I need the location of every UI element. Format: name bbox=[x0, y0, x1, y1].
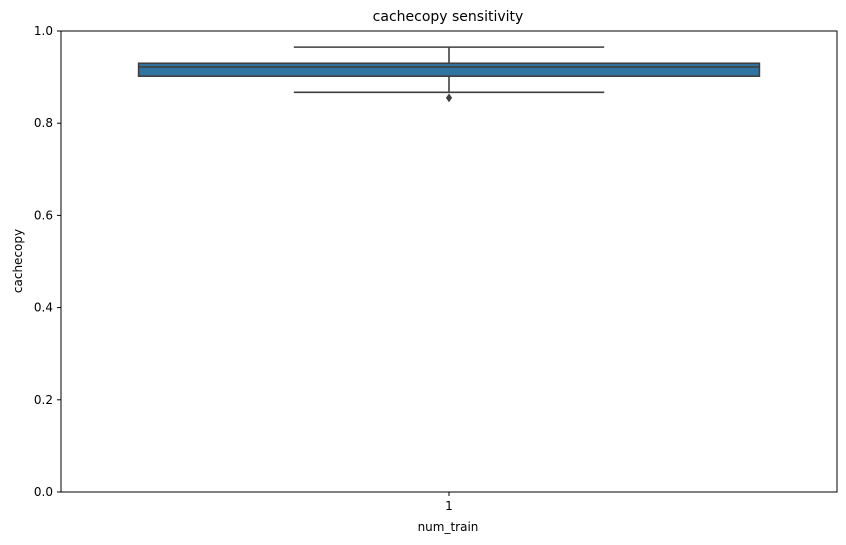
x-axis: 1 bbox=[445, 492, 453, 513]
plot-area bbox=[60, 30, 838, 493]
y-axis-label: cachecopy bbox=[11, 229, 25, 293]
x-tick-label: 1 bbox=[445, 499, 453, 513]
iqr-box bbox=[137, 62, 761, 77]
y-axis: 0.0 0.2 0.4 0.6 0.8 1.0 bbox=[34, 24, 61, 499]
y-tick-label: 0.8 bbox=[34, 116, 53, 130]
x-axis-label: num_train bbox=[418, 520, 479, 534]
y-tick-label: 0.6 bbox=[34, 208, 53, 222]
y-tick-label: 0.2 bbox=[34, 393, 53, 407]
y-tick-label: 0.0 bbox=[34, 485, 53, 499]
y-tick-label: 0.4 bbox=[34, 301, 53, 315]
chart-title: cachecopy sensitivity bbox=[373, 9, 524, 25]
y-tick-label: 1.0 bbox=[34, 24, 53, 38]
box-group bbox=[137, 46, 761, 103]
outlier-point bbox=[445, 93, 453, 103]
